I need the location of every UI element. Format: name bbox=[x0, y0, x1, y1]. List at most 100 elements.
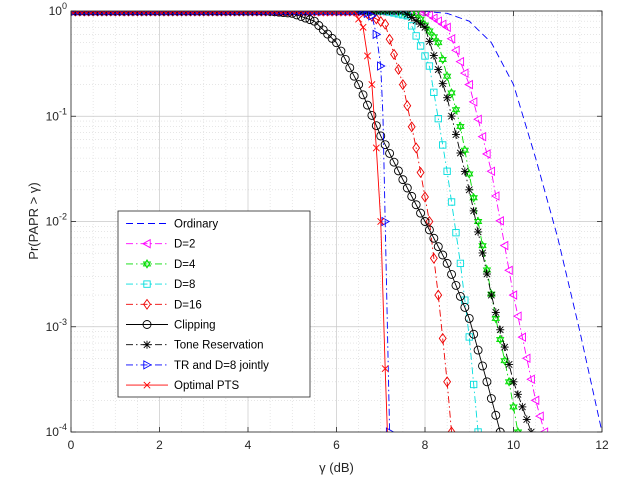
data-point-marker bbox=[239, 11, 248, 17]
marker-stroke bbox=[169, 11, 174, 15]
tick-marks bbox=[70, 10, 603, 433]
x-tick-label: 8 bbox=[422, 438, 429, 452]
data-point-marker bbox=[456, 121, 465, 132]
data-point-marker bbox=[235, 11, 244, 17]
data-point-marker bbox=[535, 411, 544, 421]
data-point-marker bbox=[385, 148, 395, 158]
data-point-marker bbox=[143, 381, 151, 389]
data-point-marker bbox=[465, 333, 473, 341]
data-point-marker bbox=[336, 11, 345, 17]
data-point-marker bbox=[372, 144, 380, 152]
data-point-marker bbox=[89, 11, 98, 17]
marker-triangle bbox=[473, 216, 483, 224]
data-point-marker bbox=[504, 376, 514, 387]
marker-stroke bbox=[133, 11, 139, 15]
data-point-marker bbox=[465, 185, 474, 194]
data-point-marker bbox=[490, 191, 500, 201]
data-point-marker bbox=[133, 11, 142, 17]
data-point-marker bbox=[120, 11, 129, 17]
marker-triangle bbox=[456, 121, 465, 129]
data-point-marker bbox=[377, 61, 386, 71]
data-point-marker bbox=[133, 11, 143, 16]
data-point-marker bbox=[411, 200, 421, 210]
data-point-marker bbox=[539, 427, 549, 432]
data-point-marker bbox=[504, 265, 513, 276]
data-point-marker bbox=[270, 11, 280, 16]
data-point-marker bbox=[354, 11, 363, 17]
marker-stroke bbox=[200, 11, 205, 15]
marker-stroke bbox=[253, 11, 258, 15]
data-point-marker bbox=[120, 11, 130, 16]
marker-stroke bbox=[275, 11, 280, 15]
data-point-marker bbox=[491, 308, 500, 317]
marker-triangle bbox=[447, 88, 456, 96]
marker-stroke bbox=[186, 11, 192, 15]
marker-stroke bbox=[231, 11, 236, 15]
data-point-marker bbox=[412, 16, 421, 25]
data-point-marker bbox=[455, 291, 465, 301]
marker-triangle bbox=[460, 147, 470, 156]
marker-stroke bbox=[372, 11, 377, 15]
data-point-marker bbox=[190, 11, 199, 17]
data-point-marker bbox=[340, 54, 350, 64]
data-point-marker bbox=[349, 71, 359, 81]
marker-stroke bbox=[160, 11, 165, 15]
marker-triangle bbox=[491, 315, 501, 324]
data-point-marker bbox=[513, 390, 522, 399]
data-point-marker bbox=[301, 11, 310, 17]
data-point-marker bbox=[495, 216, 504, 226]
data-point-marker bbox=[355, 15, 363, 23]
data-point-marker bbox=[297, 11, 307, 16]
data-point-marker bbox=[412, 32, 420, 40]
legend-label: Optimal PTS bbox=[174, 380, 240, 392]
data-point-marker bbox=[470, 380, 478, 389]
data-point-marker bbox=[323, 11, 332, 17]
marker-stroke bbox=[346, 11, 351, 15]
series bbox=[71, 11, 602, 432]
data-point-marker bbox=[447, 269, 456, 279]
data-point-marker bbox=[248, 11, 257, 17]
data-point-marker bbox=[527, 428, 536, 432]
data-point-marker bbox=[84, 11, 93, 17]
data-point-marker bbox=[71, 11, 81, 16]
legend-entry: Ordinary bbox=[126, 219, 218, 231]
x-tick-label: 12 bbox=[595, 438, 609, 452]
data-point-marker bbox=[138, 11, 147, 16]
marker-stroke bbox=[257, 11, 262, 15]
data-point-marker bbox=[486, 394, 496, 403]
data-point-marker bbox=[288, 11, 298, 16]
data-point-marker bbox=[143, 340, 151, 349]
data-point-marker bbox=[522, 415, 531, 424]
data-point-marker bbox=[398, 78, 407, 91]
data-point-marker bbox=[425, 62, 434, 70]
data-point-marker bbox=[195, 11, 204, 17]
data-point-marker bbox=[372, 29, 382, 40]
data-point-marker bbox=[455, 56, 465, 67]
data-point-marker bbox=[283, 11, 292, 17]
data-point-marker bbox=[521, 353, 531, 363]
marker-triangle bbox=[411, 11, 421, 16]
data-point-marker bbox=[509, 377, 518, 386]
marker-triangle bbox=[513, 429, 523, 432]
marker-stroke bbox=[111, 11, 116, 15]
legend-label: Ordinary bbox=[174, 219, 218, 231]
data-point-marker bbox=[261, 11, 270, 17]
marker-triangle bbox=[434, 37, 443, 46]
data-point-marker bbox=[177, 11, 187, 16]
data-point-marker bbox=[429, 233, 439, 243]
marker-stroke bbox=[306, 11, 311, 15]
marker-stroke bbox=[116, 11, 121, 15]
data-point-marker bbox=[376, 15, 385, 28]
data-point-marker bbox=[143, 280, 151, 288]
marker-stroke bbox=[390, 11, 395, 15]
data-point-marker bbox=[381, 365, 389, 373]
data-point-marker bbox=[314, 11, 323, 17]
data-point-marker bbox=[231, 11, 240, 16]
data-point-marker bbox=[80, 11, 90, 16]
data-point-marker bbox=[447, 112, 456, 121]
data-point-marker bbox=[204, 11, 214, 16]
marker-stroke bbox=[164, 11, 169, 15]
data-point-marker bbox=[137, 11, 146, 17]
data-point-marker bbox=[434, 65, 443, 74]
